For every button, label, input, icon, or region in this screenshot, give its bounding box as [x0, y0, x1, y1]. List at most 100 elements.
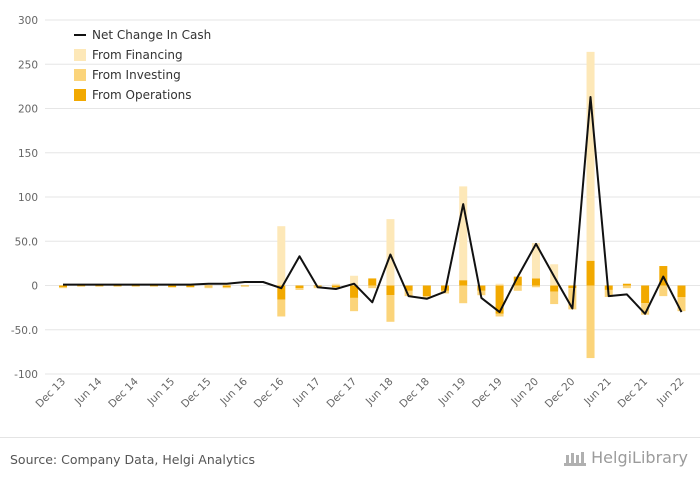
bar-from-financing — [386, 219, 395, 286]
x-tick-label: Jun 16 — [217, 375, 250, 408]
legend-label: From Operations — [92, 88, 192, 102]
x-axis: Dec 13 Jun 14 Dec 14 Jun 15 Dec 15 Jun 16 Dec … — [33, 375, 686, 410]
bar-from-investing — [331, 287, 340, 289]
y-tick-label: 50.0 — [15, 236, 38, 248]
bar-from-financing — [586, 51, 595, 261]
bar-from-financing — [331, 283, 340, 286]
x-tick-label: Dec 21 — [616, 376, 651, 411]
bar-from-operations — [641, 285, 650, 304]
y-tick-label: 0 — [31, 281, 38, 293]
bar-from-operations — [204, 285, 213, 287]
footer: Source: Company Data, Helgi Analytics He… — [0, 437, 700, 484]
brand-logo: HelgiLibrary — [563, 448, 688, 467]
bar-from-financing — [277, 226, 286, 286]
bar-from-operations — [222, 285, 231, 288]
bar-from-operations — [149, 285, 158, 287]
x-tick-label: Jun 18 — [363, 376, 396, 409]
bar-from-investing — [222, 287, 231, 289]
x-tick-label: Dec 14 — [106, 375, 141, 410]
bar-from-operations — [368, 278, 377, 286]
y-tick-label: -50.0 — [11, 325, 38, 337]
bar-from-investing — [295, 288, 304, 290]
legend-swatch — [74, 69, 86, 81]
bar-from-operations — [277, 285, 286, 300]
bar-from-investing — [586, 285, 595, 359]
y-tick-label: 150 — [18, 148, 38, 160]
bar-from-operations — [568, 285, 577, 289]
bar-from-operations — [622, 283, 631, 286]
y-tick-label: 200 — [18, 104, 38, 116]
bar-from-operations — [677, 285, 686, 298]
bar-from-operations — [95, 285, 104, 287]
net-change-line — [63, 96, 683, 315]
bar-from-investing — [641, 303, 650, 315]
y-tick-label: -100 — [14, 369, 38, 381]
brand-name: HelgiLibrary — [591, 448, 688, 467]
x-tick-label: Dec 20 — [543, 376, 578, 411]
x-tick-label: Dec 15 — [179, 376, 214, 411]
legend-label: From Investing — [92, 68, 181, 82]
bar-from-operations — [131, 285, 140, 287]
x-tick-label: Jun 22 — [654, 376, 687, 409]
x-tick-label: Jun 14 — [72, 375, 105, 408]
bar-from-investing — [204, 286, 213, 289]
bar-from-operations — [386, 285, 395, 296]
bar-from-investing — [495, 313, 504, 317]
x-tick-label: Jun 15 — [145, 376, 178, 409]
bar-from-financing — [459, 186, 468, 281]
x-tick-label: Dec 16 — [252, 375, 287, 410]
bar-from-operations — [295, 285, 304, 289]
bar-from-investing — [422, 296, 431, 298]
bar-from-investing — [368, 285, 377, 289]
y-tick-label: 250 — [18, 59, 38, 71]
bar-from-investing — [386, 295, 395, 322]
bar-from-operations — [404, 285, 413, 291]
bar-from-investing — [277, 299, 286, 317]
x-tick-label: Dec 18 — [397, 376, 432, 411]
bar-from-financing — [531, 243, 540, 279]
bar-from-investing — [59, 287, 67, 289]
bar-from-operations — [77, 285, 86, 287]
bar-from-investing — [550, 291, 559, 305]
y-tick-label: 100 — [18, 192, 38, 204]
net-change-line-group — [63, 96, 683, 315]
bar-from-operations — [422, 285, 431, 297]
x-tick-label: Dec 19 — [470, 376, 505, 411]
legend: Net Change In Cash From Financing From Inv… — [74, 28, 211, 102]
bar-from-investing — [677, 297, 686, 312]
bar-from-investing — [659, 285, 668, 297]
bar-from-operations — [586, 260, 595, 286]
bar-from-operations — [495, 285, 504, 314]
bar-from-investing — [350, 297, 359, 312]
source-note: Source: Company Data, Helgi Analytics — [10, 452, 256, 467]
legend-swatch — [74, 89, 86, 101]
bar-from-operations — [113, 285, 122, 287]
bar-from-investing — [404, 290, 413, 297]
bar-from-operations — [331, 285, 340, 288]
x-tick-label: Jun 20 — [508, 376, 541, 409]
bar-from-operations — [477, 285, 486, 291]
x-tick-label: Dec 13 — [33, 376, 68, 411]
y-axis: 300 250 200 150 100 50.0 0 -50.0 -100 — [11, 15, 38, 381]
x-tick-label: Jun 21 — [581, 376, 614, 409]
bar-from-financing — [495, 283, 504, 286]
bar-from-investing — [513, 285, 522, 291]
y-tick-label: 300 — [18, 15, 38, 27]
legend-swatch — [74, 49, 86, 61]
bar-from-investing — [622, 285, 631, 289]
bar-from-operations — [350, 285, 359, 298]
x-tick-label: Jun 17 — [290, 376, 323, 409]
bar-from-investing — [459, 285, 468, 304]
x-tick-label: Jun 19 — [436, 376, 469, 409]
bar-from-operations — [513, 276, 522, 286]
bar-from-operations — [168, 285, 177, 288]
x-tick-label: Dec 17 — [325, 376, 360, 411]
bar-from-operations — [240, 285, 249, 287]
bar-from-operations — [531, 278, 540, 286]
bar-from-financing — [350, 275, 359, 286]
legend-label: From Financing — [92, 48, 183, 62]
bar-from-operations — [186, 285, 195, 288]
bar-from-operations — [59, 285, 67, 288]
library-logo-icon — [564, 451, 587, 466]
